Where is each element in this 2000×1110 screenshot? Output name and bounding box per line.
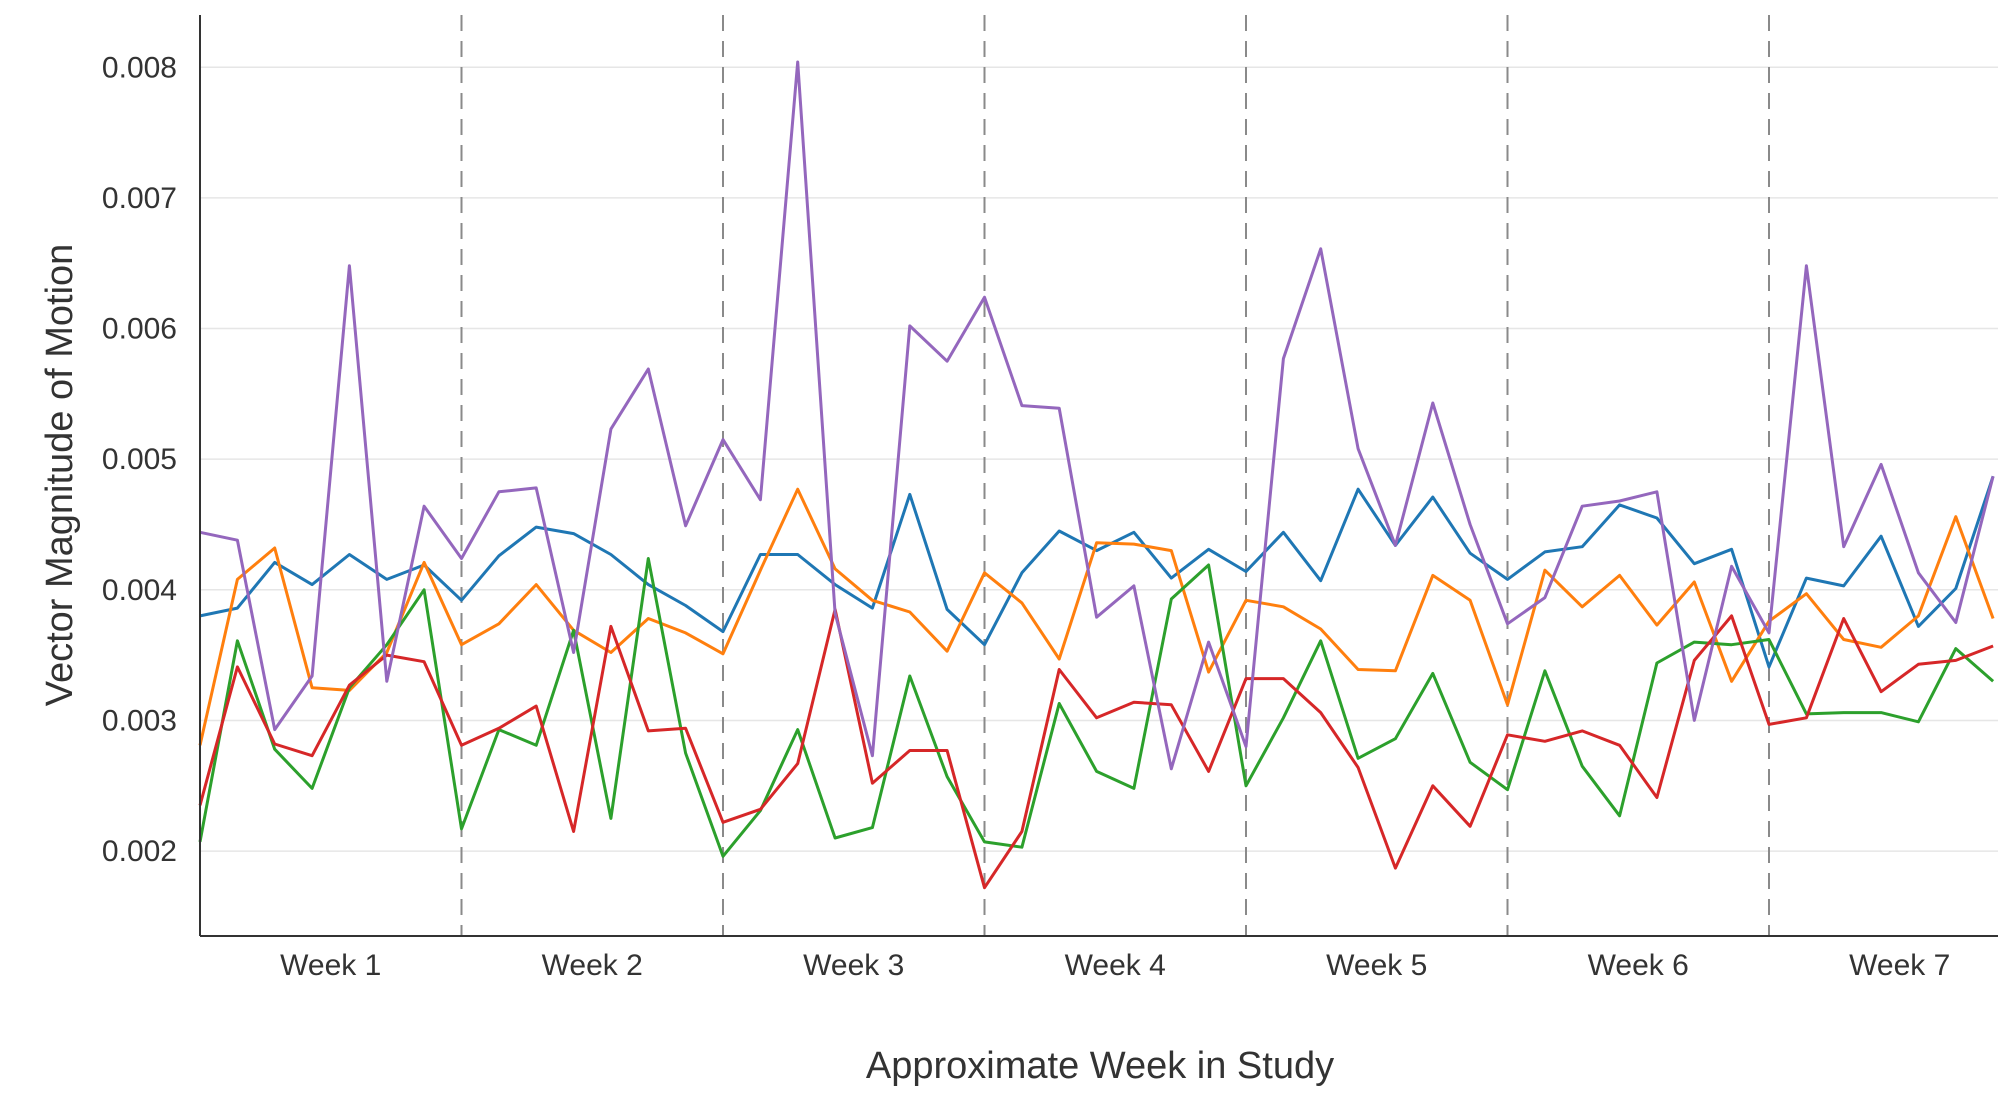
y-tick-label: 0.005	[102, 443, 177, 476]
axes	[199, 15, 1998, 937]
grid	[200, 66, 1998, 852]
y-axis-title: Vector Magnitude of Motion	[39, 244, 81, 707]
x-tick-label: Week 6	[1588, 949, 1689, 982]
y-tick-label: 0.002	[102, 835, 177, 868]
x-tick-label: Week 3	[803, 949, 904, 982]
x-tick-labels: Week 1 Week 2 Week 3 Week 4 Week 5 Week 6 Week…	[280, 949, 1950, 982]
x-tick-label: Week 5	[1326, 949, 1427, 982]
y-tick-label: 0.007	[102, 182, 177, 215]
y-tick-label: 0.004	[102, 574, 177, 607]
x-tick-label: Week 1	[280, 949, 381, 982]
series-line-1	[199, 475, 1995, 669]
x-axis-title: Approximate Week in Study	[866, 1045, 1334, 1087]
x-tick-label: Week 2	[542, 949, 643, 982]
x-tick-label: Week 7	[1849, 949, 1950, 982]
week-boundaries	[460, 15, 1770, 936]
series-line-2	[198, 487, 1995, 746]
x-tick-label: Week 4	[1065, 949, 1166, 982]
series-line-5	[199, 60, 1995, 771]
y-tick-labels: 0.002 0.003 0.004 0.005 0.006 0.007 0.008	[102, 51, 177, 868]
y-tick-label: 0.006	[102, 313, 177, 346]
series-lines	[198, 60, 1995, 890]
y-tick-label: 0.008	[102, 51, 177, 84]
y-tick-label: 0.003	[102, 704, 177, 737]
series-line-4	[198, 607, 1994, 890]
